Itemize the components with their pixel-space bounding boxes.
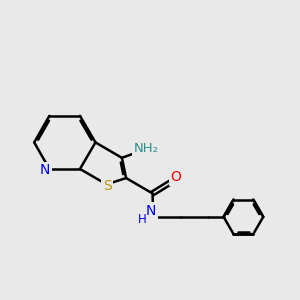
Text: N: N [146,204,156,218]
Text: H: H [138,213,146,226]
Text: O: O [171,170,182,184]
Text: N: N [40,164,50,177]
Text: NH₂: NH₂ [134,142,158,155]
Text: S: S [103,179,111,193]
